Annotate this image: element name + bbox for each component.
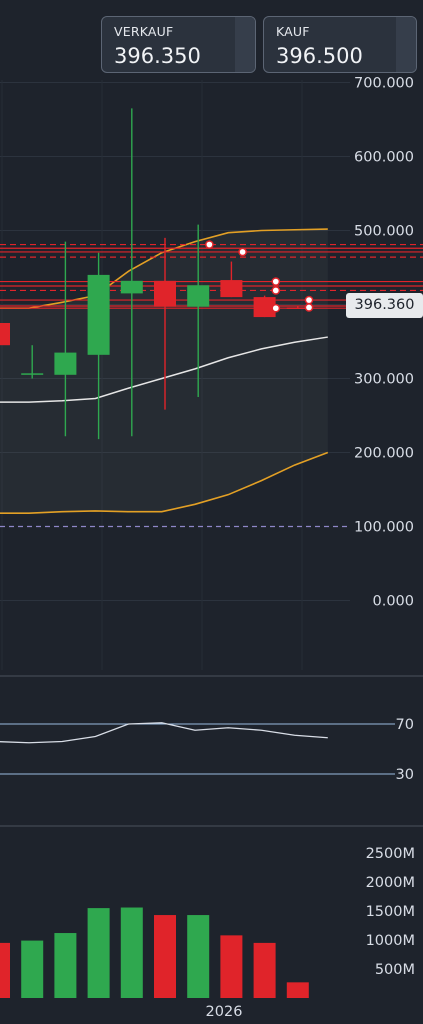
volume-bar [0,942,10,998]
candle-body [0,323,10,346]
order-marker [304,295,314,305]
sell-quote-shade [235,17,255,72]
price-axis-label: 200.000 [354,446,414,462]
volume-axis-label: 1500M [366,904,415,920]
buy-quote-shade [396,17,416,72]
bollinger-upper-line [0,228,328,309]
order-marker [238,247,247,257]
volume-axis-label: 500M [375,962,415,978]
candle-body [187,285,210,307]
volume-bar [187,915,210,998]
price-axis-label: 100.000 [354,520,414,536]
buy-label: KAUF [276,24,310,39]
order-marker [271,303,281,313]
time-axis-label: 2026 [206,1004,243,1020]
volume-bar [154,915,176,998]
candle-body [120,280,143,294]
sell-quote-button[interactable]: VERKAUF 396.350 [101,16,256,73]
price-axis-label: 300.000 [354,372,414,388]
price-axis-label: 500.000 [354,224,414,240]
candle-body [54,352,77,375]
rsi-line [0,722,328,744]
volume-bar [21,940,44,998]
candle-body [154,280,176,307]
volume-bar [220,935,243,998]
candle-body [286,307,309,309]
rsi-axis-label: 70 [396,717,414,733]
price-axis-label: 600.000 [354,150,414,166]
volume-bar [253,942,276,998]
sell-price: 396.350 [114,44,201,68]
volume-axis-label: 2500M [366,846,415,862]
candle-body [87,274,110,355]
sell-label: VERKAUF [114,24,174,39]
bollinger-band-fill [0,229,328,514]
candle-body [220,280,243,298]
price-axis-label: 700.000 [354,76,414,92]
price-axis-label: 0.000 [372,594,414,610]
volume-bar [54,933,77,998]
moving-average-line [0,336,328,403]
volume-bar [286,982,309,998]
rsi-axis-label: 30 [396,767,414,783]
buy-price: 396.500 [276,44,363,68]
candle-body [253,297,276,318]
order-marker [271,286,281,295]
volume-axis-label: 2000M [366,875,415,891]
order-marker [304,303,314,312]
volume-bar [120,907,143,998]
current-price-tag: 396.360 [346,293,423,318]
volume-bar [87,908,110,998]
order-marker [271,277,281,286]
buy-quote-button[interactable]: KAUF 396.500 [263,16,417,73]
bollinger-lower-line [0,451,329,514]
candle-body [21,373,44,375]
volume-axis-label: 1000M [366,933,415,949]
order-marker [205,240,214,249]
